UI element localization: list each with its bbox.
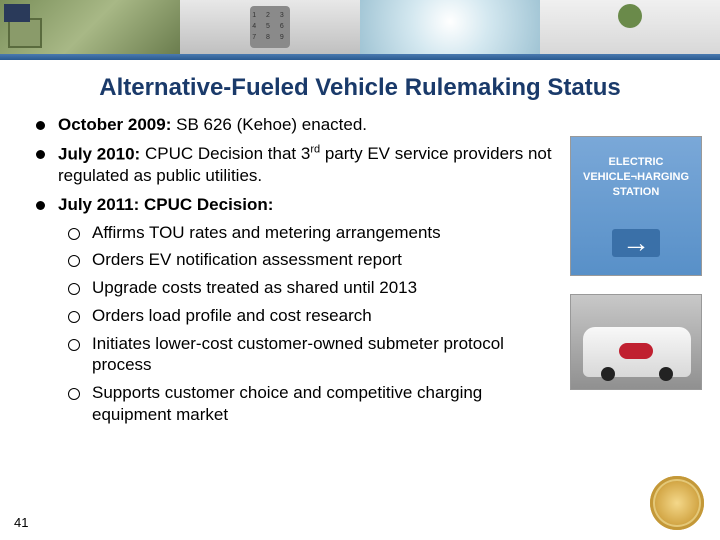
ev-charging-sign-image [570, 136, 702, 276]
side-image-column [570, 136, 702, 390]
bullet-lead: July 2011: CPUC Decision: [58, 195, 273, 214]
sub-item: Orders EV notification assessment report [68, 249, 548, 271]
car-badge [619, 343, 653, 359]
sub-item: Orders load profile and cost research [68, 305, 548, 327]
bullet-item: October 2009: SB 626 (Kehoe) enacted. [36, 114, 694, 136]
header-blue-bar [0, 54, 720, 60]
header-img-house [0, 0, 180, 54]
slide-title: Alternative-Fueled Vehicle Rulemaking St… [0, 74, 720, 102]
ev-car-image [570, 294, 702, 390]
header-img-phone [180, 0, 360, 54]
page-number: 41 [14, 515, 28, 530]
california-seal-icon [650, 476, 704, 530]
header-img-plant [540, 0, 720, 54]
bullet-lead: October 2009: [58, 115, 171, 134]
sub-item: Initiates lower-cost customer-owned subm… [68, 333, 548, 377]
sub-item: Affirms TOU rates and metering arrangeme… [68, 222, 548, 244]
bullet-rest: SB 626 (Kehoe) enacted. [171, 115, 367, 134]
bullet-lead: July 2010: [58, 144, 140, 163]
header-image-strip [0, 0, 720, 54]
header-img-waterdrop [360, 0, 540, 54]
bullet-item: July 2010: CPUC Decision that 3rd party … [36, 143, 556, 187]
sub-item: Supports customer choice and competitive… [68, 382, 548, 426]
sub-item: Upgrade costs treated as shared until 20… [68, 277, 548, 299]
